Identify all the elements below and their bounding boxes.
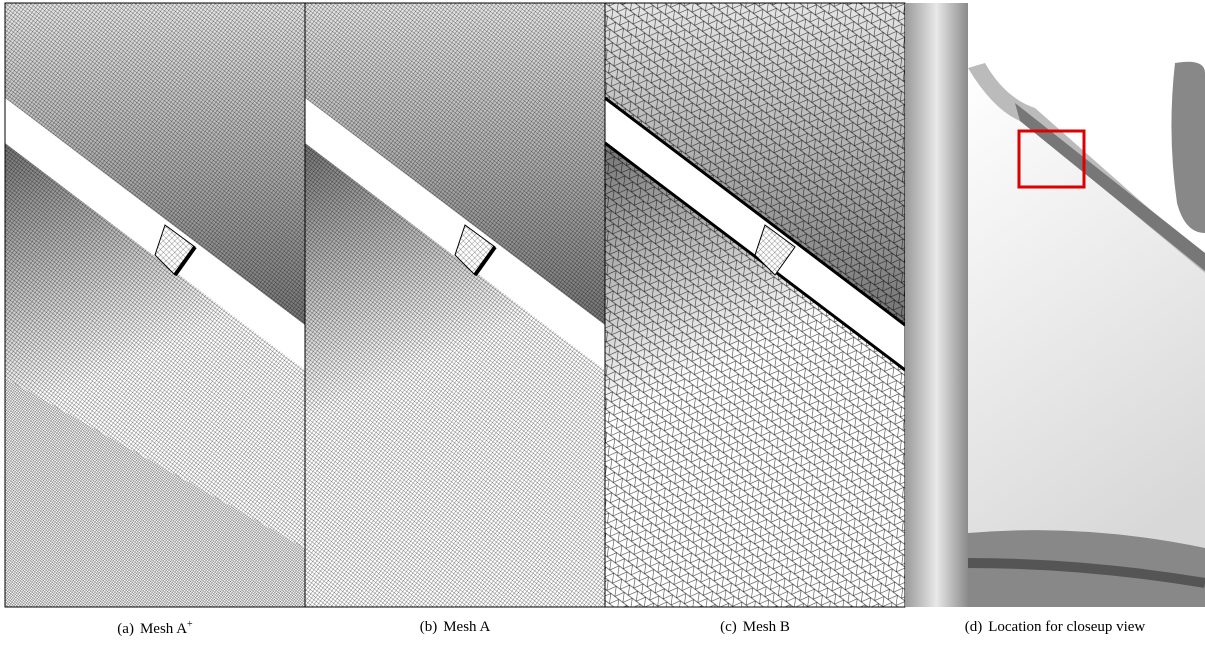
- geometry-panel: [905, 3, 1205, 607]
- mesh-panel: [4, 2, 306, 608]
- caption-text: Location for closeup view: [988, 619, 1146, 635]
- caption-text: Mesh B: [742, 619, 790, 635]
- caption: (d) Location for closeup view: [905, 619, 1205, 636]
- caption-text: Mesh A: [443, 619, 491, 635]
- figure: [4, 2, 1205, 608]
- closeup-box: [1017, 129, 1086, 189]
- caption-text: Mesh A: [139, 621, 188, 637]
- caption: (b) Mesh A: [305, 619, 605, 636]
- caption: (c) Mesh B: [605, 619, 905, 636]
- mesh-panel: [604, 2, 906, 608]
- caption-tag: (d): [964, 619, 983, 635]
- caption-tag: (b): [419, 619, 438, 635]
- caption: (a) Mesh A+: [5, 619, 305, 638]
- mesh-panel: [304, 2, 606, 608]
- caption-tag: (a): [117, 621, 134, 637]
- caption-tag: (c): [720, 619, 737, 635]
- caption-sup: +: [187, 619, 193, 630]
